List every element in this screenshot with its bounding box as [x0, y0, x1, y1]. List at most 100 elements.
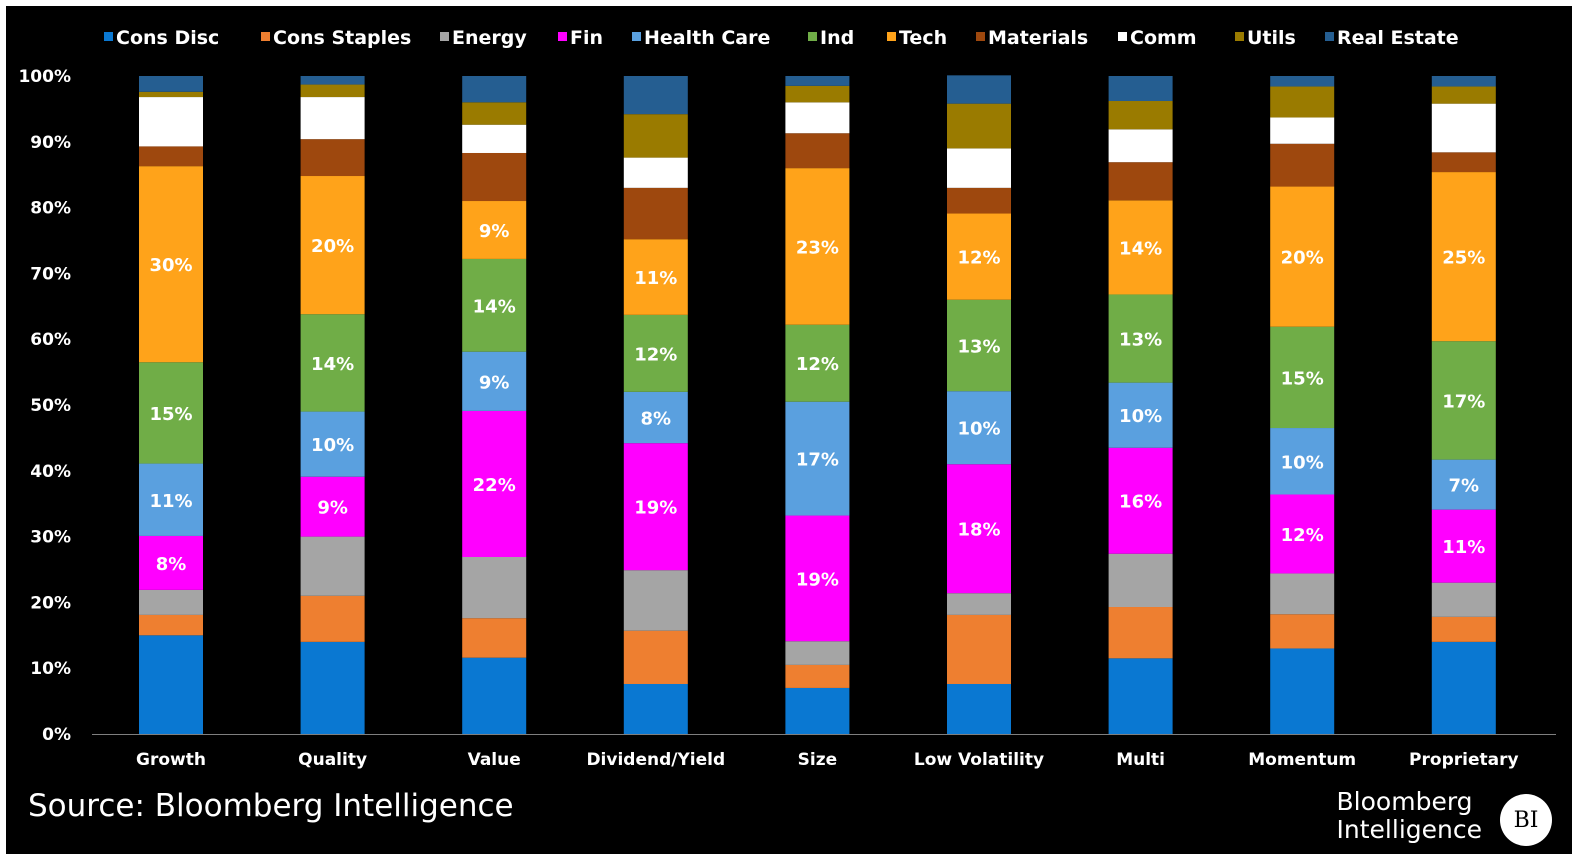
legend-label-health-care: Health Care	[644, 27, 770, 49]
legend-label-real-estate: Real Estate	[1337, 27, 1459, 49]
bar-segment-quality-materials	[300, 139, 365, 177]
bar-segment-value-materials	[462, 152, 527, 202]
legend-label-utils: Utils	[1247, 27, 1296, 49]
bar-segment-momentum-cons-disc	[1270, 648, 1335, 734]
bar-segment-size-cons-disc	[785, 687, 850, 734]
legend-swatch-ind	[808, 32, 817, 41]
data-label-low-volatility-fin: 18%	[957, 520, 1000, 541]
y-tick-label: 20%	[30, 593, 71, 613]
x-tick-label-multi: Multi	[1116, 750, 1165, 770]
legend-label-cons-disc: Cons Disc	[116, 27, 219, 49]
bar-segment-quality-cons-staples	[300, 595, 365, 642]
bar-segment-dividend-yield-real-estate	[623, 76, 688, 115]
bar-segment-size-energy	[785, 641, 850, 665]
legend-label-fin: Fin	[570, 27, 603, 49]
legend-label-ind: Ind	[820, 27, 854, 49]
brand-line-2: Intelligence	[1336, 815, 1482, 844]
y-tick-label: 10%	[30, 659, 71, 679]
bar-segment-low-volatility-comm	[947, 148, 1011, 188]
data-label-size-tech: 23%	[796, 237, 839, 258]
bar-segment-proprietary-utils	[1431, 86, 1496, 104]
bar-segment-quality-ind	[300, 314, 365, 412]
bi-badge-icon: BI	[1500, 794, 1552, 846]
bar-segment-quality-cons-disc	[300, 641, 365, 734]
data-label-momentum-tech: 20%	[1281, 248, 1324, 269]
y-tick-label: 80%	[30, 199, 71, 219]
bar-segment-growth-comm	[139, 97, 203, 147]
x-tick-label-momentum: Momentum	[1248, 750, 1356, 770]
bar-segment-value-cons-disc	[462, 657, 527, 734]
bar-segment-value-real-estate	[462, 76, 527, 103]
data-label-low-volatility-tech: 12%	[957, 248, 1000, 269]
data-label-dividend-yield-health-care: 8%	[641, 409, 672, 430]
bar-segment-low-volatility-cons-staples	[947, 614, 1011, 684]
y-tick-label: 40%	[30, 462, 71, 482]
bar-segment-value-cons-staples	[462, 618, 527, 658]
bar-segment-quality-comm	[300, 97, 365, 140]
bar-segment-dividend-yield-energy	[623, 570, 688, 631]
legend-label-tech: Tech	[899, 27, 947, 49]
bar-segment-size-fin	[785, 515, 850, 642]
legend-label-energy: Energy	[452, 27, 527, 49]
bar-segment-growth-cons-disc	[139, 635, 203, 734]
data-label-momentum-fin: 12%	[1281, 525, 1324, 546]
legend-swatch-cons-disc	[104, 32, 113, 41]
data-label-growth-health-care: 11%	[149, 491, 192, 512]
bar-segment-value-utils	[462, 102, 527, 125]
bar-segment-dividend-yield-fin	[623, 443, 688, 571]
bar-segment-multi-materials	[1108, 162, 1173, 201]
brand-logo-text: Bloomberg Intelligence	[1337, 788, 1482, 844]
x-axis: Growth Quality Value Dividend/Yield Size Low …	[92, 734, 1556, 770]
bar-segment-size-ind	[785, 324, 850, 402]
source-note: Source: Bloomberg Intelligence	[28, 788, 514, 824]
bar-segment-dividend-yield-health-care	[623, 391, 688, 444]
bar-segment-quality-fin	[300, 476, 365, 537]
data-label-quality-tech: 20%	[311, 236, 354, 257]
bar-segment-growth-cons-staples	[139, 614, 203, 636]
data-label-quality-ind: 14%	[311, 354, 354, 375]
bar-segment-proprietary-health-care	[1431, 459, 1496, 510]
bar-segment-dividend-yield-comm	[623, 157, 688, 188]
x-tick-label-proprietary: Proprietary	[1409, 750, 1519, 770]
stacked-bar-chart: Cons Disc Cons Staples Energy Fin Health Car…	[18, 27, 1556, 770]
bar-segment-value-ind	[462, 258, 527, 352]
legend-swatch-comm	[1118, 32, 1127, 41]
legend: Cons Disc Cons Staples Energy Fin Health Car…	[104, 27, 1459, 49]
bar-segment-multi-comm	[1108, 129, 1173, 163]
bar-segment-proprietary-ind	[1431, 341, 1496, 460]
data-label-dividend-yield-fin: 19%	[634, 498, 677, 519]
bar-segment-value-health-care	[462, 351, 527, 411]
data-label-growth-tech: 30%	[149, 255, 192, 276]
bar-segment-low-volatility-energy	[947, 593, 1011, 615]
brand-line-1: Bloomberg	[1336, 787, 1473, 816]
chart-frame: Cons Disc Cons Staples Energy Fin Health Car…	[6, 6, 1572, 854]
bar-segment-low-volatility-real-estate	[947, 75, 1011, 104]
legend-swatch-materials	[976, 32, 985, 41]
y-tick-label: 70%	[30, 264, 71, 284]
bar-segment-low-volatility-materials	[947, 187, 1011, 214]
bar-segment-multi-health-care	[1108, 382, 1173, 448]
bar-segment-multi-real-estate	[1108, 76, 1173, 102]
x-tick-label-dividend-yield: Dividend/Yield	[586, 750, 725, 770]
bar-segment-momentum-fin	[1270, 494, 1335, 574]
y-tick-label: 90%	[30, 133, 71, 153]
bar-segment-momentum-utils	[1270, 86, 1335, 118]
bar-segment-multi-fin	[1108, 447, 1173, 554]
bar-segment-multi-cons-disc	[1108, 658, 1173, 734]
bar-segment-proprietary-materials	[1431, 152, 1496, 173]
bar-segment-value-fin	[462, 410, 527, 557]
data-label-dividend-yield-tech: 11%	[634, 268, 677, 289]
bar-segment-growth-ind	[139, 362, 203, 464]
data-label-low-volatility-health-care: 10%	[957, 419, 1000, 440]
bar-segment-dividend-yield-ind	[623, 314, 688, 392]
bar-segment-proprietary-tech	[1431, 172, 1496, 342]
legend-swatch-tech	[887, 32, 896, 41]
bar-segment-quality-tech	[300, 176, 365, 315]
data-label-proprietary-ind: 17%	[1442, 391, 1485, 412]
bar-segment-low-volatility-tech	[947, 213, 1011, 300]
legend-swatch-energy	[440, 32, 449, 41]
data-label-proprietary-fin: 11%	[1442, 537, 1485, 558]
bar-segment-multi-cons-staples	[1108, 607, 1173, 659]
data-label-value-tech: 9%	[479, 221, 510, 242]
data-label-multi-health-care: 10%	[1119, 406, 1162, 427]
